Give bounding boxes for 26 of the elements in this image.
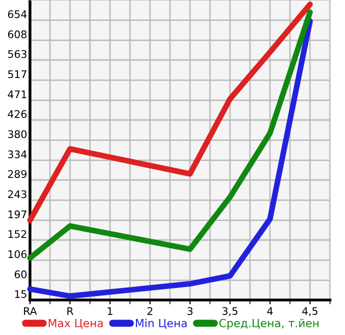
y-tick-label: 380 (8, 130, 27, 138)
y-tick-label: 608 (8, 30, 27, 38)
y-tick-label: 517 (8, 70, 26, 78)
legend-label: Сред.Цена, т.йен (219, 318, 319, 330)
y-tick-label: 152 (8, 230, 26, 238)
x-tick-label: 4,5 (302, 307, 318, 316)
y-tick-label: 563 (8, 50, 26, 58)
x-tick-label: 3 (187, 307, 192, 316)
y-tick-label: 106 (8, 250, 27, 258)
y-tick-label: 289 (8, 170, 26, 178)
legend-label: Max Цена (48, 319, 103, 329)
x-tick-label: 1 (108, 307, 112, 315)
y-tick-label: 60 (14, 270, 27, 278)
y-tick-label: 243 (8, 190, 26, 198)
y-tick-label: 197 (8, 210, 26, 218)
y-tick-label: 654 (8, 10, 27, 18)
y-tick-label: 334 (8, 150, 27, 158)
x-tick-label: 4 (267, 307, 273, 315)
x-tick-label: 3,5 (222, 307, 238, 316)
x-tick-label: 2 (147, 307, 152, 315)
y-tick-label: 15 (15, 290, 26, 298)
x-tick-label: R (67, 307, 74, 315)
y-tick-label: 426 (8, 110, 27, 118)
x-tick-label: RA (24, 307, 37, 315)
y-tick-label: 471 (8, 90, 26, 98)
legend-label: Min Цена (136, 318, 187, 329)
